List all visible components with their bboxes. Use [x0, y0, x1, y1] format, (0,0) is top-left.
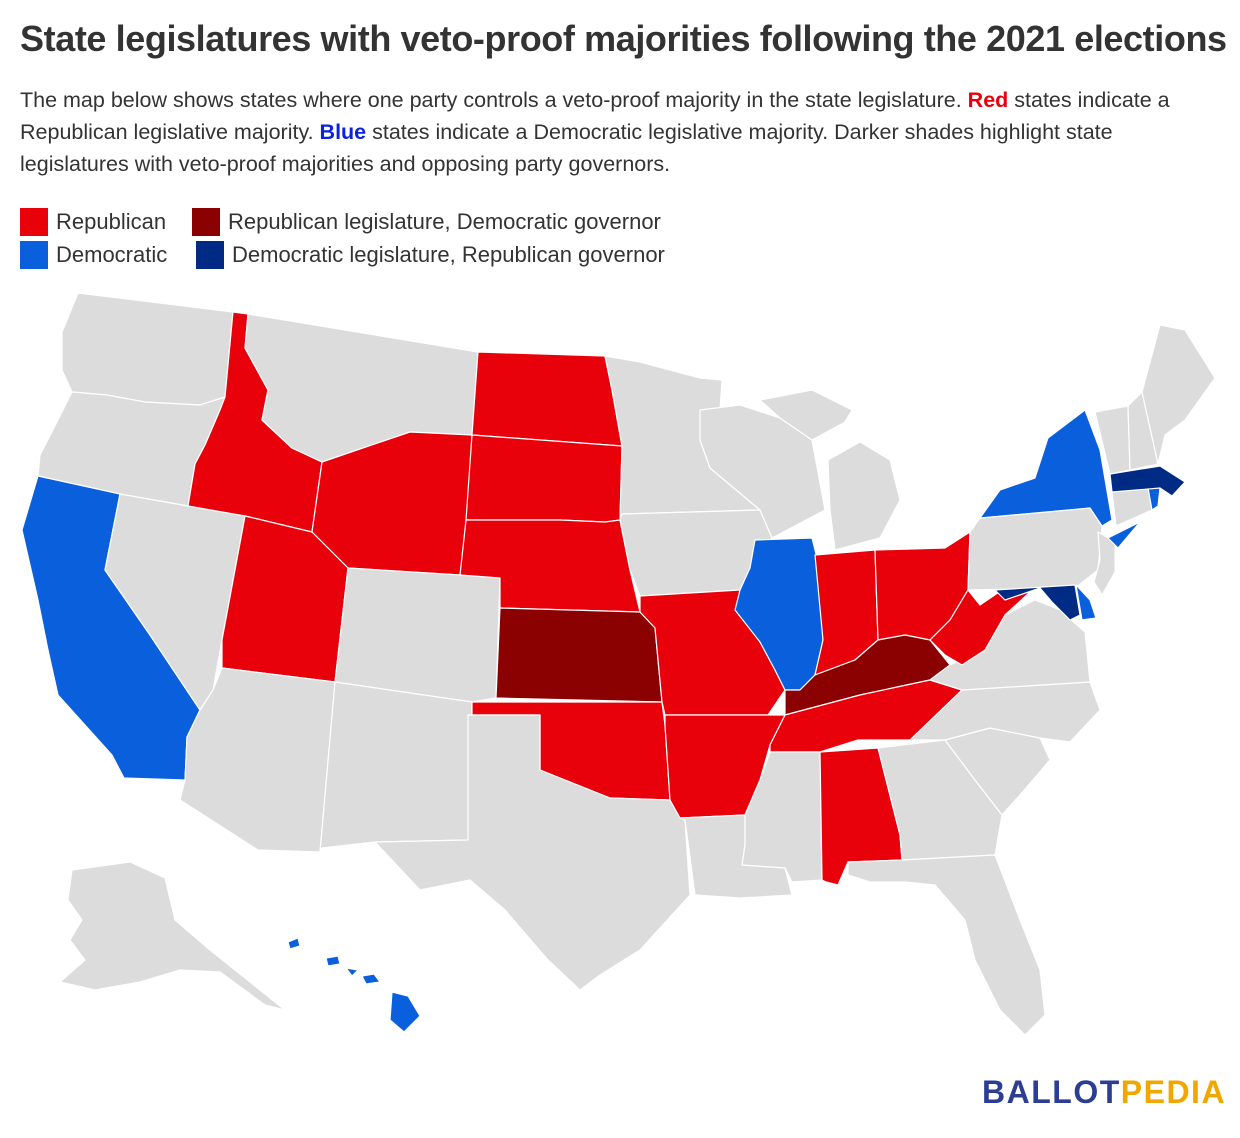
description-text-3: states indicate a Democratic legislative… [20, 120, 1113, 176]
state-north-dakota[interactable] [471, 351, 623, 447]
state-hawaii[interactable] [287, 937, 421, 1033]
legend-label-republican-dem-governor: Republican legislature, Democratic gover… [228, 209, 661, 234]
description-blue-word: Blue [319, 120, 367, 144]
state-west-virginia[interactable] [929, 587, 1031, 666]
state-washington[interactable] [61, 292, 234, 406]
state-connecticut[interactable] [1111, 487, 1153, 527]
legend-item-republican: Republican [20, 208, 166, 236]
brand-pedia: PEDIA [1120, 1074, 1227, 1110]
legend-swatch-republican [20, 208, 48, 236]
legend-item-republican-dem-governor: Republican legislature, Democratic gover… [192, 208, 661, 236]
state-kansas[interactable] [495, 607, 663, 703]
state-alaska[interactable] [59, 861, 286, 1011]
state-maryland[interactable] [994, 584, 1081, 621]
map-description: The map below shows states where one par… [20, 84, 1220, 180]
legend-item-democratic-rep-governor: Democratic legislature, Republican gover… [196, 241, 665, 269]
state-new-mexico[interactable] [319, 681, 473, 853]
state-michigan[interactable] [759, 389, 901, 551]
state-nebraska[interactable] [459, 519, 641, 613]
state-wisconsin[interactable] [699, 404, 826, 539]
legend-label-republican: Republican [56, 209, 167, 234]
legend-swatch-republican-dem-governor [192, 208, 220, 236]
ballotpedia-logo: BALLOTPEDIA [982, 1074, 1226, 1111]
description-text-2: states indicate a Republican legislative… [20, 88, 1170, 144]
state-new-york[interactable] [979, 409, 1141, 549]
state-colorado[interactable] [334, 567, 501, 703]
legend-swatch-democratic [20, 241, 48, 269]
state-massachusetts[interactable] [1109, 465, 1186, 497]
legend-label-democratic-rep-governor: Democratic legislature, Republican gover… [232, 242, 665, 267]
legend-label-democratic: Democratic [56, 242, 168, 267]
page-title: State legislatures with veto-proof major… [20, 18, 1227, 59]
state-florida[interactable] [847, 854, 1046, 1036]
state-tennessee[interactable] [769, 679, 963, 753]
state-pennsylvania[interactable] [967, 507, 1103, 591]
us-states-map [21, 292, 1216, 1036]
legend-item-democratic: Democratic [20, 241, 167, 269]
legend-swatch-democratic-rep-governor [196, 241, 224, 269]
state-texas[interactable] [374, 714, 691, 991]
state-delaware[interactable] [1075, 584, 1097, 621]
state-south-dakota[interactable] [465, 434, 623, 523]
brand-ballot: BALLOT [982, 1074, 1121, 1110]
state-maine[interactable] [1141, 324, 1216, 465]
description-red-word: Red [967, 88, 1009, 112]
description-text-1: The map below shows states where one par… [20, 88, 968, 112]
